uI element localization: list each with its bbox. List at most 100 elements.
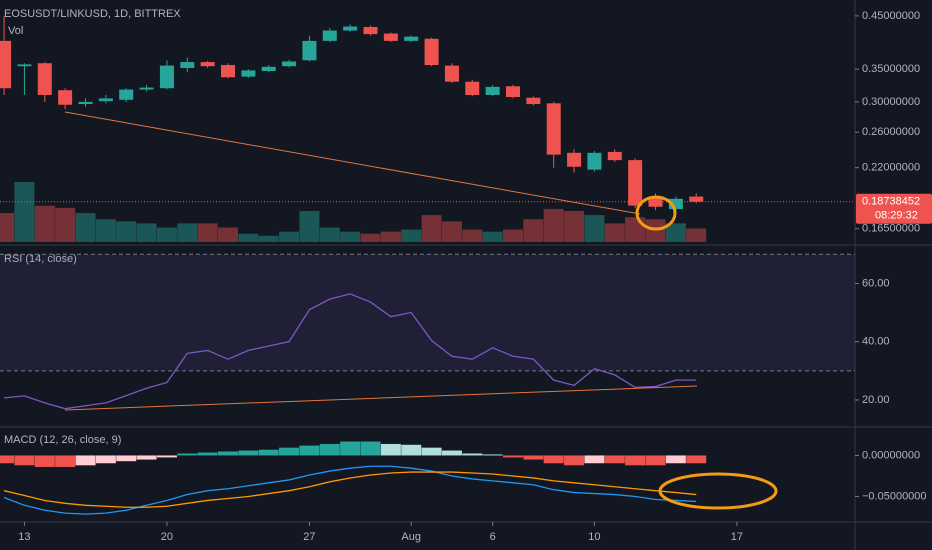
volume-bar	[360, 233, 381, 242]
histogram-bar	[604, 455, 625, 464]
volume-bar	[238, 233, 259, 242]
histogram-bar	[55, 455, 76, 467]
volume-bar	[156, 227, 177, 242]
histogram-bar	[319, 443, 340, 456]
annotation-circle	[635, 195, 677, 231]
candle-body	[322, 30, 337, 41]
histogram-bar	[34, 455, 55, 467]
candle-body	[159, 65, 174, 89]
volume-bar	[584, 215, 605, 242]
y-tick-label: 40.00	[862, 336, 890, 348]
x-tick-label: Aug	[401, 531, 421, 543]
volume-title: Vol	[8, 25, 23, 37]
histogram-bar	[258, 449, 279, 456]
rsi-band	[0, 254, 855, 371]
candle-body	[98, 98, 113, 102]
candle-body	[37, 63, 52, 95]
chart-title: EOSUSDT/LINKUSD, 1D, BITTREX	[4, 8, 181, 20]
volume-bar	[543, 208, 564, 242]
candle-body	[78, 101, 93, 105]
x-tick-label: 10	[588, 531, 600, 543]
histogram-bar	[523, 455, 544, 460]
volume-bar	[625, 217, 646, 242]
volume-bar	[55, 207, 76, 242]
candle-body	[567, 152, 582, 167]
volume-bar	[95, 219, 116, 242]
plot: 0.45000000 0.35000000 0.30000000 0.26000000…	[0, 10, 932, 543]
histogram-bar	[625, 455, 646, 466]
annotation-circle	[658, 472, 778, 510]
y-tick-label: 0.35000000	[862, 63, 920, 75]
macd-title: MACD (12, 26, close, 9)	[4, 434, 121, 446]
volume-bar	[279, 231, 300, 242]
candle-body	[546, 103, 561, 155]
candle-body	[668, 198, 683, 210]
y-tick-label: 0.16500000	[862, 223, 920, 235]
candle-body	[628, 160, 643, 206]
histogram-bar	[238, 450, 259, 456]
last-price-label: 0.18738452	[862, 196, 920, 208]
candle-body	[58, 90, 73, 105]
histogram-bar	[218, 451, 238, 456]
candle-body	[465, 81, 480, 95]
volume-bar	[340, 231, 361, 242]
x-tick-label: 6	[490, 531, 496, 543]
trend-line	[64, 111, 641, 215]
histogram-bar	[503, 455, 523, 458]
volume-bar	[0, 213, 15, 242]
volume-bar	[34, 205, 55, 242]
y-tick-label: 0.45000000	[862, 10, 920, 22]
candle-body	[526, 97, 541, 105]
histogram-bar	[279, 447, 300, 456]
candle-body	[343, 26, 358, 31]
candle-body	[180, 62, 195, 68]
volume-bar	[686, 228, 707, 242]
volume-bar	[523, 219, 544, 242]
candle-body	[363, 27, 378, 35]
histogram-bar	[14, 455, 35, 466]
histogram-bar	[543, 455, 564, 464]
volume-bar	[564, 210, 585, 242]
candle-body	[444, 65, 459, 82]
volume-bar	[665, 223, 686, 242]
candle-body	[689, 196, 704, 202]
candle-body	[424, 38, 439, 66]
histogram-bar	[482, 454, 503, 456]
y-tick-label: 20.00	[862, 394, 890, 406]
volume-bar	[462, 229, 483, 242]
volume-bar	[421, 215, 442, 242]
volume-bar	[299, 210, 320, 242]
histogram-bar	[75, 455, 96, 466]
volume-bar	[319, 227, 340, 242]
x-tick-label: 17	[731, 531, 743, 543]
y-tick-label: 60.00	[862, 277, 890, 289]
volume-bar	[197, 223, 218, 242]
candle-body	[506, 86, 520, 98]
histogram-bar	[197, 452, 218, 456]
candle-body	[383, 33, 398, 41]
x-tick-label: 13	[18, 531, 30, 543]
candle-body	[302, 40, 317, 61]
x-tick-label: 20	[161, 531, 173, 543]
y-tick-label: 0.22000000	[862, 162, 920, 174]
candle-body	[17, 64, 32, 67]
rsi-line	[4, 293, 697, 410]
y-tick-label: −0.05000000	[862, 490, 927, 502]
candle-body	[241, 70, 256, 77]
volume-bar	[258, 235, 279, 242]
candle-body	[119, 89, 134, 100]
histogram-bar	[462, 453, 483, 456]
histogram-bar	[360, 441, 381, 456]
x-tick-label: 27	[303, 531, 315, 543]
volume-bar	[401, 229, 422, 242]
volume-bar	[604, 223, 625, 242]
y-tick-label: 0.26000000	[862, 126, 920, 138]
histogram-bar	[584, 455, 605, 464]
candle-body	[0, 40, 12, 89]
candle-body	[282, 61, 297, 67]
candle-body	[404, 36, 419, 41]
volume-bar	[136, 223, 157, 242]
macd-line	[3, 465, 697, 515]
histogram-bar	[136, 455, 157, 460]
